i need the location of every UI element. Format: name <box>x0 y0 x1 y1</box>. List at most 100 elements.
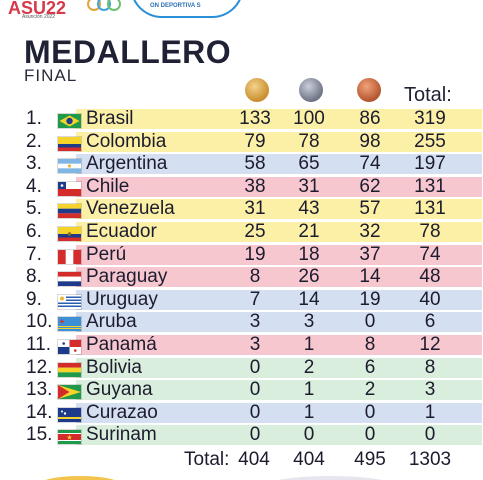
gold-count: 19 <box>244 243 266 265</box>
bronze-count: 37 <box>359 243 381 265</box>
rank: 13. <box>26 379 53 401</box>
rank: 9. <box>26 288 42 310</box>
bronze-count: 0 <box>364 311 376 333</box>
country-name: Guyana <box>86 379 153 401</box>
bronze-count: 6 <box>364 356 376 378</box>
row-background <box>76 199 482 220</box>
rank: 7. <box>26 243 42 265</box>
rank: 2. <box>26 130 42 152</box>
country-name: Argentina <box>86 153 168 175</box>
bronze-count: 8 <box>364 333 376 355</box>
uruguay-flag-icon <box>57 293 82 310</box>
argentina-flag-icon <box>57 158 82 175</box>
bronze-count: 98 <box>359 130 381 152</box>
bronze-count: 2 <box>364 379 376 401</box>
total-all: 1303 <box>408 449 452 470</box>
total-count: 131 <box>414 175 446 197</box>
table-row: 13. Guyana 0 1 2 3 <box>22 379 482 402</box>
row-background <box>76 334 482 355</box>
table-row: 14. Curazao 0 1 0 1 <box>22 401 482 425</box>
table-row: 7. Perú 19 18 37 74 <box>22 243 482 267</box>
country-name: Chile <box>86 175 130 197</box>
country-name: Perú <box>86 243 127 265</box>
paraguay-flag-icon <box>57 271 82 288</box>
total-column-header: Total: <box>404 84 452 106</box>
bronze-count: 14 <box>359 266 381 288</box>
bronze-medal-icon <box>357 78 381 102</box>
event-logo-subtitle: Asunción 2022 <box>22 14 56 20</box>
silver-count: 1 <box>303 401 315 423</box>
row-background <box>76 425 482 446</box>
gold-count: 0 <box>249 379 261 401</box>
gold-count: 25 <box>244 220 266 242</box>
silver-count: 43 <box>298 198 320 220</box>
silver-count: 2 <box>303 356 315 378</box>
country-name: Bolivia <box>86 356 142 378</box>
total-count: 1 <box>424 401 436 423</box>
gold-count: 0 <box>249 424 261 446</box>
silver-count: 14 <box>298 288 320 310</box>
bronze-count: 32 <box>359 220 381 242</box>
rank: 15. <box>26 424 53 446</box>
silver-medal-icon <box>299 78 323 102</box>
row-background <box>76 357 482 378</box>
total-silver: 404 <box>293 449 325 470</box>
aruba-flag-icon <box>57 316 82 333</box>
organization-badge-text: ON DEPORTIVA S <box>150 3 201 9</box>
total-count: 40 <box>419 288 441 310</box>
brazil-flag-icon <box>57 113 82 129</box>
table-row: 9. Uruguay 7 14 19 40 <box>22 288 482 312</box>
total-count: 3 <box>424 379 436 401</box>
table-row: 5. Venezuela 31 43 57 131 <box>22 198 482 221</box>
silver-count: 1 <box>303 333 315 355</box>
gold-medal-icon <box>245 78 269 102</box>
silver-count: 26 <box>298 266 320 288</box>
silver-count: 65 <box>298 153 320 175</box>
gold-count: 133 <box>239 108 271 129</box>
table-row: 10. Aruba 3 3 0 6 <box>22 311 482 334</box>
colombia-flag-icon <box>57 135 82 152</box>
table-row: 4. Chile 38 31 62 131 <box>22 175 482 199</box>
bronze-count: 57 <box>359 198 381 220</box>
gold-count: 3 <box>249 311 261 333</box>
silver-count: 18 <box>298 243 320 265</box>
row-background <box>76 289 482 310</box>
gold-count: 58 <box>244 153 266 175</box>
row-background <box>76 402 482 423</box>
total-count: 74 <box>419 243 441 265</box>
curacao-flag-icon <box>57 406 82 423</box>
total-count: 48 <box>419 266 441 288</box>
silver-count: 3 <box>303 311 315 333</box>
table-row: 1. Brasil 133 100 86 319 <box>22 108 482 131</box>
country-name: Venezuela <box>86 198 175 220</box>
country-name: Aruba <box>86 311 137 333</box>
rank: 14. <box>26 401 53 423</box>
bronze-count: 0 <box>364 424 376 446</box>
row-background <box>76 109 482 129</box>
rank: 6. <box>26 220 42 242</box>
total-gold: 404 <box>238 449 270 470</box>
silver-count: 21 <box>298 220 320 242</box>
row-background <box>76 154 482 175</box>
country-name: Paraguay <box>86 266 168 288</box>
silver-count: 31 <box>298 175 320 197</box>
country-name: Curazao <box>86 401 158 423</box>
gold-count: 8 <box>249 266 261 288</box>
ecuador-flag-icon <box>57 225 82 242</box>
totals-row: Total: 404 404 495 1303 <box>0 449 483 471</box>
total-count: 78 <box>419 220 441 242</box>
rank: 11. <box>26 333 52 355</box>
country-name: Colombia <box>86 130 167 152</box>
header-bar: ASU22 Asunción 2022 ON DEPORTIVA S <box>0 0 483 20</box>
country-name: Uruguay <box>86 288 158 310</box>
silver-count: 100 <box>293 108 325 129</box>
medal-table: 1. Brasil 133 100 86 319 2. Colombia 79 78 98 255 3.… <box>22 108 482 447</box>
total-count: 255 <box>414 130 446 152</box>
rank: 1. <box>26 108 42 129</box>
table-row: 15. Surinam 0 0 0 0 <box>22 424 482 447</box>
chile-flag-icon <box>57 180 82 197</box>
gold-count: 3 <box>249 333 261 355</box>
suriname-flag-icon <box>57 429 82 446</box>
country-name: Surinam <box>86 424 157 446</box>
total-count: 197 <box>414 153 446 175</box>
